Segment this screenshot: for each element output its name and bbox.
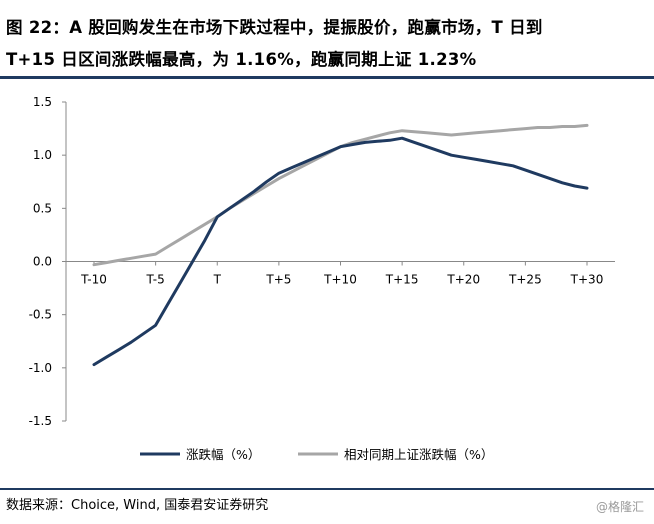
- x-tick-label: T+20: [446, 273, 480, 287]
- y-tick-label: 1.0: [33, 148, 52, 162]
- y-tick-label: -0.5: [29, 308, 52, 322]
- y-tick-label: 1.5: [33, 95, 52, 109]
- y-tick-label: 0.5: [33, 201, 52, 215]
- watermark: @格隆汇: [595, 500, 644, 514]
- y-tick-label: -1.5: [29, 414, 52, 428]
- x-tick-label: T+10: [323, 273, 357, 287]
- y-tick-label: 0.0: [33, 255, 52, 269]
- x-tick-label: T-10: [80, 273, 107, 287]
- series-line-1: [92, 136, 589, 367]
- chart-title-line-1: 图 22：A 股回购发生在市场下跌过程中，提振股价，跑赢市场，T 日到: [6, 18, 543, 37]
- y-tick-label: -1.0: [29, 361, 52, 375]
- source-divider: [0, 488, 654, 490]
- source-note: 数据来源：Choice, Wind, 国泰君安证券研究: [6, 498, 269, 513]
- axes: 1.5 1.0 0.5 0.0 -0.5 -1.0 -1.5 T-10 T-5 T T+5 T+10 T…: [29, 95, 615, 428]
- x-tick-label: T-5: [146, 273, 165, 287]
- line-chart: 1.5 1.0 0.5 0.0 -0.5 -1.0 -1.5 T-10 T-5 T T+5 T+10 T…: [29, 95, 615, 462]
- title-divider: [0, 76, 654, 79]
- x-tick-label: T+30: [570, 273, 604, 287]
- x-tick-label: T+15: [385, 273, 419, 287]
- x-tick-label: T+5: [265, 273, 291, 287]
- legend-label-2: 相对同期上证涨跌幅（%）: [344, 447, 493, 462]
- legend: 涨跌幅（%） 相对同期上证涨跌幅（%）: [140, 447, 493, 462]
- chart-title-line-2: T+15 日区间涨跌幅最高，为 1.16%，跑赢同期上证 1.23%: [6, 50, 477, 69]
- x-tick-label: T: [213, 273, 222, 287]
- series-layer: [92, 123, 589, 367]
- legend-label-1: 涨跌幅（%）: [186, 447, 260, 462]
- x-tick-label: T+25: [508, 273, 542, 287]
